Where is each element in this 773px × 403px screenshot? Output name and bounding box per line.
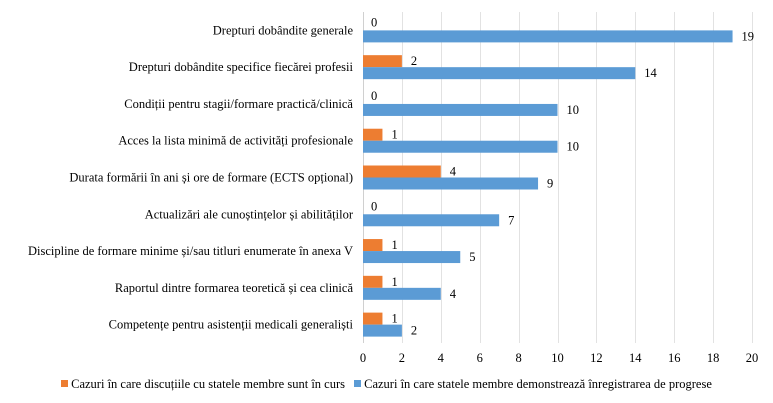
legend-item-progress: Cazuri în care statele membre demonstrea… <box>354 377 712 392</box>
x-tick-label: 12 <box>590 351 603 365</box>
bar-progress <box>363 251 461 264</box>
bar-progress <box>363 30 733 43</box>
data-label: 0 <box>371 199 377 213</box>
data-label: 10 <box>567 140 580 154</box>
bar-in-progress <box>363 312 383 325</box>
bar-progress <box>363 177 539 190</box>
data-label: 2 <box>411 54 417 68</box>
x-tick-label: 0 <box>360 351 366 365</box>
category-label: Raportul dintre formarea teoretică și ce… <box>115 281 354 295</box>
data-label: 14 <box>644 66 657 80</box>
legend-swatch-blue <box>354 380 362 387</box>
bar-progress <box>363 103 558 116</box>
bar-progress <box>363 287 441 300</box>
data-label: 1 <box>391 275 397 289</box>
data-label: 9 <box>547 177 553 191</box>
legend-swatch-orange <box>61 380 69 387</box>
data-label: 1 <box>391 312 397 326</box>
category-labels: Drepturi dobândite generale Drepturi dobâ… <box>28 23 354 331</box>
bar-in-progress <box>363 239 383 252</box>
legend-label: Cazuri în care discuțiile cu statele mem… <box>71 377 345 391</box>
x-tick-label: 18 <box>707 351 720 365</box>
data-label: 1 <box>391 128 397 142</box>
x-tick-label: 10 <box>551 351 564 365</box>
x-tick-label: 4 <box>438 351 445 365</box>
data-label: 0 <box>371 89 377 103</box>
x-tick-label: 6 <box>477 351 483 365</box>
bar-in-progress <box>363 275 383 288</box>
x-tick-label: 2 <box>399 351 405 365</box>
data-label: 10 <box>567 103 580 117</box>
x-tick-label: 20 <box>746 351 759 365</box>
data-label: 1 <box>391 238 397 252</box>
legend-item-in-progress: Cazuri în care discuțiile cu statele mem… <box>61 377 345 392</box>
bar-in-progress <box>363 165 441 178</box>
legend-label: Cazuri în care statele membre demonstrea… <box>364 377 712 391</box>
category-label: Drepturi dobândite generale <box>213 23 354 37</box>
category-label: Competențe pentru asistenții medicali ge… <box>109 318 354 332</box>
bar-in-progress <box>363 55 402 68</box>
category-label: Durata formării în ani și ore de formare… <box>69 171 353 185</box>
x-tick-label: 14 <box>629 351 642 365</box>
data-label: 4 <box>450 165 457 179</box>
category-label: Drepturi dobândite specifice fiecărei pr… <box>129 60 354 74</box>
bars <box>363 30 733 337</box>
category-label: Acces la lista minimă de activități prof… <box>118 134 353 148</box>
category-label: Discipline de formare minime și/sau titl… <box>28 244 353 258</box>
bar-progress <box>363 67 636 80</box>
data-label: 7 <box>508 213 514 227</box>
data-label: 4 <box>450 287 457 301</box>
x-tick-label: 16 <box>668 351 681 365</box>
bar-in-progress <box>363 128 383 141</box>
data-label: 19 <box>742 29 755 43</box>
data-label: 5 <box>469 250 475 264</box>
bar-progress <box>363 214 500 227</box>
x-axis-ticks: 0 2 4 6 8 10 12 14 16 18 20 <box>360 351 758 365</box>
category-label: Actualizări ale cunoștințelor și abilită… <box>145 207 354 221</box>
legend: Cazuri în care discuțiile cu statele mem… <box>0 377 773 392</box>
bar-progress <box>363 324 402 337</box>
data-label: 0 <box>371 15 377 29</box>
x-tick-label: 8 <box>515 351 521 365</box>
data-label: 2 <box>411 324 417 338</box>
bar-progress <box>363 140 558 153</box>
category-label: Condiții pentru stagii/formare practică/… <box>124 97 353 111</box>
